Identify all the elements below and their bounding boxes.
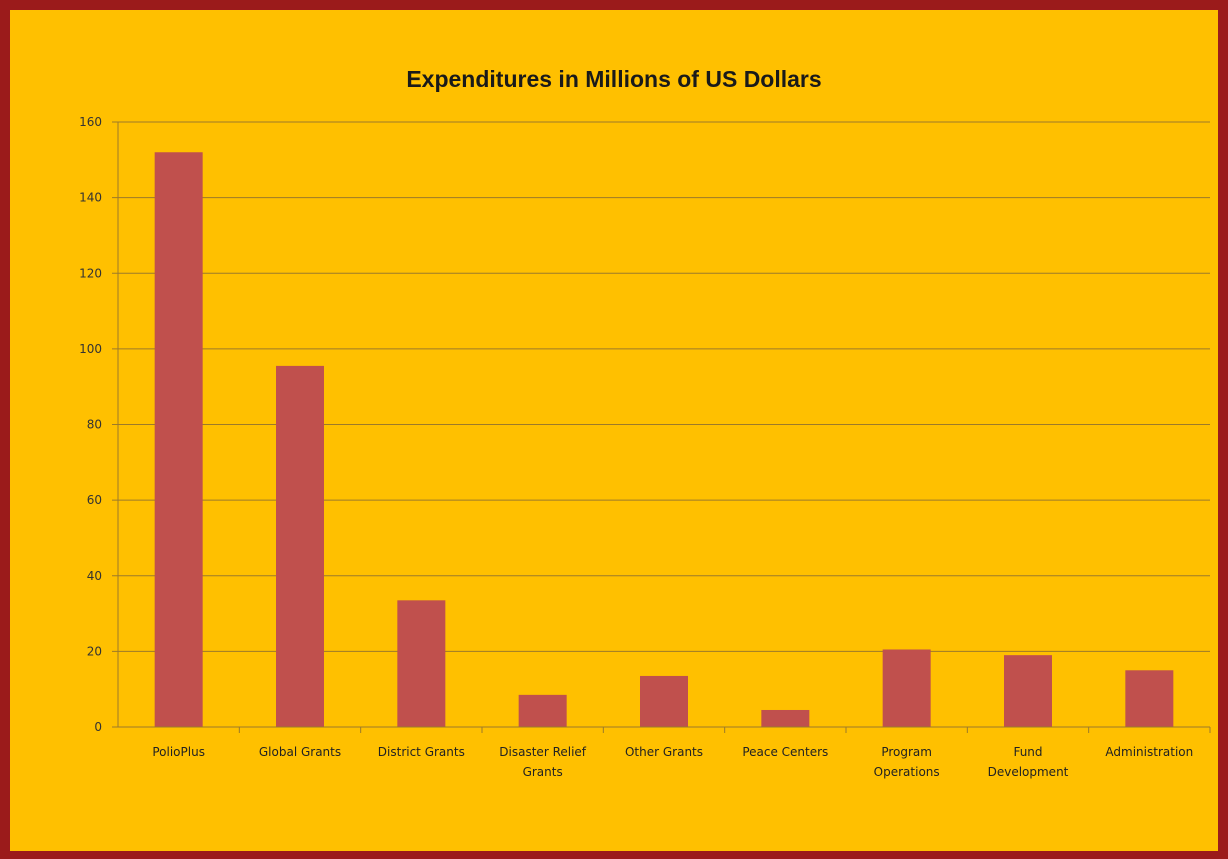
bar [518,694,567,727]
axes [117,122,1211,733]
bar [761,709,810,727]
x-category-label: Global Grants [259,745,341,759]
bar [397,600,446,727]
y-tick-label: 80 [87,418,102,432]
y-tick-label: 60 [87,493,102,507]
x-category-label: Administration [1105,745,1193,759]
bar [154,152,203,727]
y-tick-label: 120 [79,266,102,280]
x-category-label: PolioPlus [152,745,205,759]
bar [882,649,931,727]
x-axis-labels: PolioPlus Global Grants District Grants Dis… [152,745,1193,779]
bars [154,152,1174,727]
y-tick-label: 160 [79,115,102,129]
x-category-label: Fund Development [988,745,1069,779]
y-axis-ticks: 0 20 40 60 80 100 120 140 160 [79,115,118,734]
y-tick-label: 140 [79,191,102,205]
right-border-strip [1220,40,1228,800]
bar [1125,670,1174,727]
bar [640,675,688,727]
x-category-label: Disaster Relief Grants [499,745,587,779]
x-category-label: District Grants [378,745,465,759]
bar [1004,655,1052,727]
x-category-label: Program Operations [874,745,940,779]
y-tick-label: 0 [94,720,102,734]
bar [276,365,324,727]
x-category-label: Peace Centers [742,745,828,759]
x-category-label: Other Grants [625,745,703,759]
y-tick-label: 100 [79,342,102,356]
chart-title: Expenditures in Millions of US Dollars [406,66,822,92]
y-tick-label: 40 [87,569,102,583]
y-tick-label: 20 [87,644,102,658]
